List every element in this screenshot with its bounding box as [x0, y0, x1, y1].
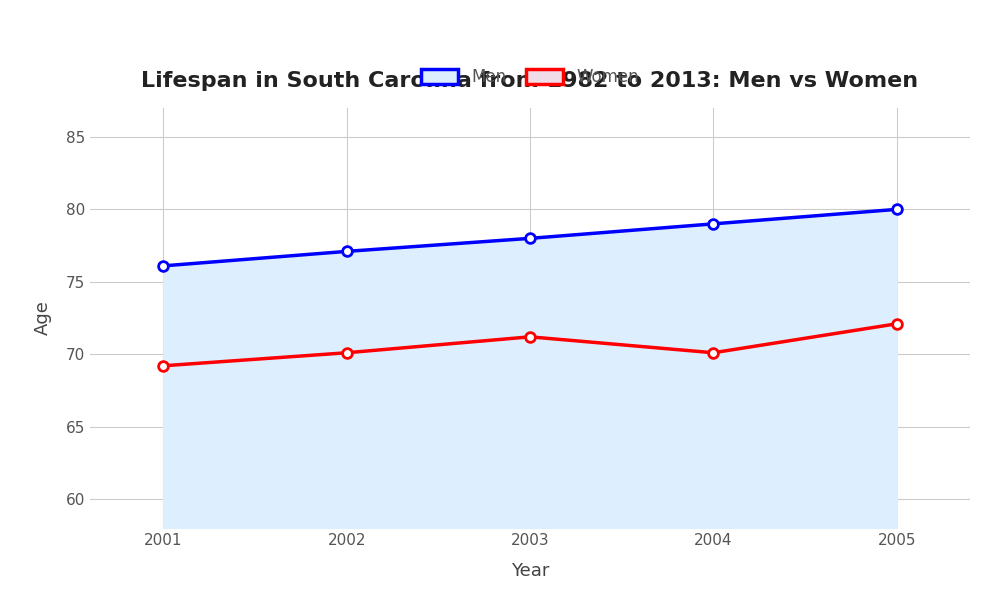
- Title: Lifespan in South Carolina from 1982 to 2013: Men vs Women: Lifespan in South Carolina from 1982 to …: [141, 71, 919, 91]
- Y-axis label: Age: Age: [34, 301, 52, 335]
- Legend: Men, Women: Men, Women: [414, 62, 646, 93]
- X-axis label: Year: Year: [511, 562, 549, 580]
